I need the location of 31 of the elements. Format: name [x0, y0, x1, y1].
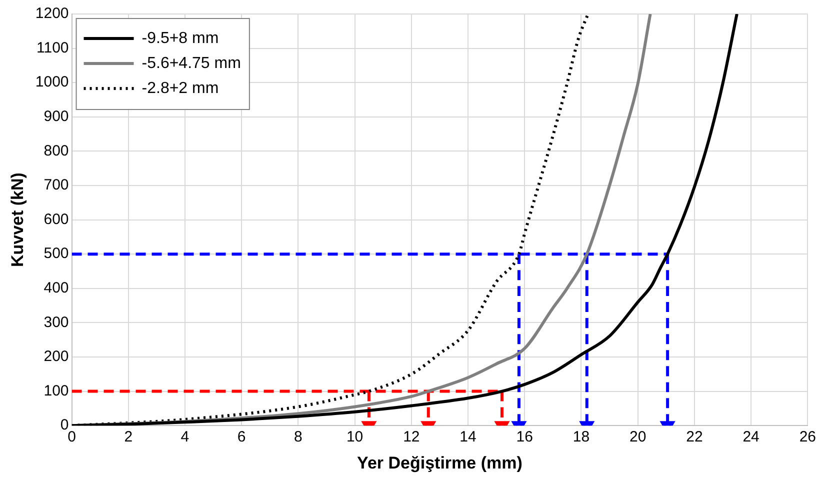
x-tick-label: 14 [460, 428, 476, 446]
x-tick-label: 12 [403, 428, 420, 446]
x-tick-label: 16 [516, 428, 533, 446]
x-tick-label: 26 [799, 428, 816, 446]
y-tick-label: 500 [44, 245, 69, 262]
x-tick-label: 6 [237, 428, 246, 446]
x-tick-label: 2 [124, 428, 133, 446]
x-tick-label: 10 [346, 428, 364, 446]
legend-label: -5.6+4.75 mm [142, 54, 241, 72]
y-tick-label: 1200 [35, 5, 69, 22]
y-tick-label: 0 [60, 416, 69, 434]
x-tick-label: 20 [629, 428, 646, 446]
x-tick-label: 4 [180, 428, 190, 446]
y-tick-label: 200 [44, 348, 69, 366]
x-axis-title: Yer Değiştirme (mm) [357, 453, 522, 472]
x-tick-label: 24 [742, 428, 760, 446]
y-tick-label: 100 [44, 382, 69, 400]
y-tick-label: 1100 [36, 39, 69, 56]
legend-label: -2.8+2 mm [142, 80, 219, 97]
x-tick-label: 18 [572, 428, 590, 446]
legend-label: -9.5+8 mm [142, 30, 219, 47]
y-tick-label: 400 [44, 280, 69, 297]
y-axis-title: Kuvvet (kN) [8, 172, 27, 268]
y-tick-label: 900 [44, 108, 69, 126]
y-tick-label: 300 [44, 314, 69, 331]
x-tick-label: 22 [686, 428, 703, 446]
y-tick-label: 700 [44, 176, 69, 194]
x-tick-label: 8 [294, 428, 302, 446]
y-tick-label: 1000 [35, 74, 69, 91]
y-tick-label: 600 [44, 210, 69, 228]
y-tick-label: 800 [44, 142, 69, 160]
